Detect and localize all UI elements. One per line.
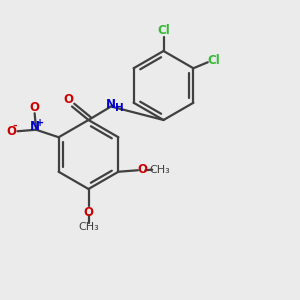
Text: CH₃: CH₃ xyxy=(150,165,170,175)
Text: O: O xyxy=(6,125,16,138)
Text: O: O xyxy=(83,206,94,219)
Text: CH₃: CH₃ xyxy=(78,222,99,232)
Text: N: N xyxy=(106,98,116,111)
Text: Cl: Cl xyxy=(157,24,170,37)
Text: O: O xyxy=(30,101,40,114)
Text: O: O xyxy=(138,163,148,176)
Text: -: - xyxy=(13,121,17,131)
Text: Cl: Cl xyxy=(207,54,220,67)
Text: H: H xyxy=(115,103,124,113)
Text: +: + xyxy=(36,118,44,128)
Text: N: N xyxy=(30,120,40,133)
Text: O: O xyxy=(63,93,74,106)
